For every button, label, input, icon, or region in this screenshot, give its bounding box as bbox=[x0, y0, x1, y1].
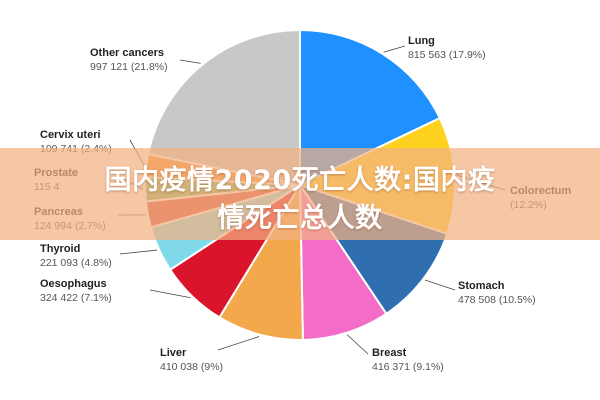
slice-value-liver: 410 038 (9%) bbox=[160, 361, 223, 373]
slice-value-stomach: 478 508 (10.5%) bbox=[458, 294, 536, 306]
leader-line-stomach bbox=[424, 279, 456, 291]
leader-line-thyroid bbox=[119, 249, 158, 255]
leader-line-lung bbox=[383, 45, 406, 53]
slice-label-liver: Liver bbox=[160, 347, 187, 359]
pie-slice-other-cancers bbox=[146, 28, 301, 187]
leader-line-breast bbox=[346, 334, 369, 355]
slice-value-other-cancers: 997 121 (21.8%) bbox=[90, 61, 168, 73]
banner-title-line1: 国内疫情2020死亡人数:国内疫 bbox=[104, 165, 496, 196]
leader-line-other-cancers bbox=[179, 59, 201, 64]
banner-title-line2: 情死亡总人数 bbox=[217, 203, 383, 234]
slice-label-stomach: Stomach bbox=[458, 280, 505, 292]
slice-value-lung: 815 563 (17.9%) bbox=[408, 49, 486, 61]
slice-label-oesophagus: Oesophagus bbox=[40, 278, 107, 290]
slice-label-other-cancers: Other cancers bbox=[90, 47, 164, 59]
leader-line-liver bbox=[217, 336, 260, 351]
slice-label-lung: Lung bbox=[408, 35, 435, 47]
slice-value-breast: 416 371 (9.1%) bbox=[372, 361, 444, 373]
slice-value-oesophagus: 324 422 (7.1%) bbox=[40, 292, 112, 304]
pie-slice-lung bbox=[299, 28, 442, 187]
overlay-banner bbox=[0, 148, 600, 240]
slice-label-cervix-uteri: Cervix uteri bbox=[40, 129, 101, 141]
slice-label-thyroid: Thyroid bbox=[40, 243, 80, 255]
slice-label-breast: Breast bbox=[372, 347, 407, 359]
slice-value-thyroid: 221 093 (4.8%) bbox=[40, 257, 112, 269]
leader-line-oesophagus bbox=[149, 289, 191, 299]
